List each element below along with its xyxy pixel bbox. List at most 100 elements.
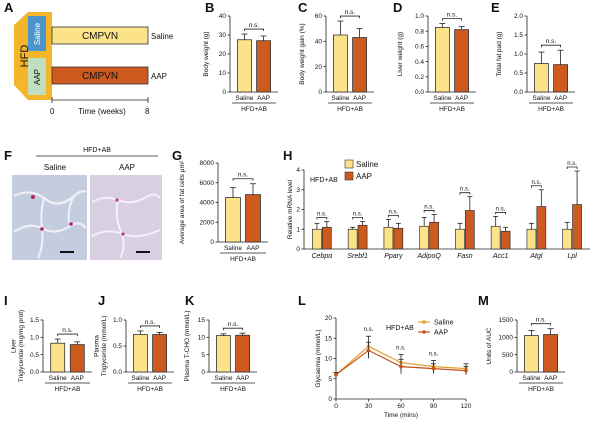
panel-letter-g: G <box>172 148 182 163</box>
bar-saline <box>524 335 539 373</box>
schematic-axis-start: 0 <box>50 107 55 116</box>
chart-panel-i: 0.0 0.5 1.0 1.5 LiverTriglyceride (mg/mg pro… <box>11 310 92 393</box>
panel-letter-i: I <box>4 293 8 308</box>
x-tick-label: Saline <box>224 245 242 252</box>
y-tick-label: 0.5 <box>514 70 523 77</box>
y-tick-label: 1500 <box>499 317 514 324</box>
significance-bracket <box>232 178 254 181</box>
legend-swatch-aap <box>344 171 354 181</box>
group-label: HFD+AB <box>439 106 465 113</box>
significance-bracket <box>566 166 578 169</box>
bar-aap <box>256 40 272 93</box>
inner-label: HFD+AB <box>386 325 414 332</box>
schematic-axis-title: Time (weeks) <box>78 107 126 116</box>
inner-label: HFD+AB <box>310 177 338 184</box>
y-tick-label: 2.0 <box>514 13 523 20</box>
y-tick-label: 0 <box>318 89 322 96</box>
stained-nuclei-aap <box>115 198 125 236</box>
y-tick-label: 0.2 <box>415 74 424 81</box>
bar-saline <box>490 225 501 250</box>
bar-aap <box>235 334 251 373</box>
x-tick-label: Saline <box>433 95 451 102</box>
aap-group-box <box>28 58 46 95</box>
bar-aap <box>152 334 168 373</box>
x-tick-label: AAP <box>153 375 166 382</box>
x-tick-label: 30 <box>365 403 373 410</box>
significance-label: n.s. <box>536 317 547 324</box>
y-axis-label: Relative mRNA level <box>287 179 294 239</box>
y-axis-label: Liver weight (g) <box>397 32 404 76</box>
bar-saline <box>332 34 348 93</box>
bar-saline <box>383 226 394 250</box>
histology-saline-label: Saline <box>44 163 67 172</box>
panel-letter-l: L <box>298 293 306 308</box>
significance-label: n.s. <box>228 321 239 328</box>
bar-aap <box>553 64 568 93</box>
y-tick-label: 0.0 <box>30 369 39 376</box>
x-tick-label: AAP <box>236 375 249 382</box>
y-axis-label: Units of AUC <box>486 327 493 365</box>
x-tick-label: Saline <box>214 375 232 382</box>
group-label: HFD+AB <box>528 386 554 393</box>
panel-letter-a: A <box>4 0 14 15</box>
y-tick-label: 0 <box>201 369 205 376</box>
bar-saline <box>347 228 358 250</box>
y-axis-label-line: Average area of fat cells μm² <box>179 160 186 244</box>
bar-saline <box>455 228 465 250</box>
y-tick-label: 0.4 <box>415 59 424 66</box>
schematic-right-label-aap: AAP <box>151 72 167 81</box>
x-tick-label: Saline <box>49 375 67 382</box>
y-tick-label: 0.8 <box>415 28 424 35</box>
significance-bracket <box>340 15 360 19</box>
group-label: HFD+AB <box>55 386 81 393</box>
significance-bracket <box>442 18 462 21</box>
y-axis-label: LiverTriglyceride (mg/mg prot) <box>11 310 26 382</box>
panel-letters: A B C D E F G H I J K L M <box>4 0 500 308</box>
x-tick-label: Saline <box>532 95 550 102</box>
x-tick-label: Srebf1 <box>347 253 368 260</box>
x-tick-label: AAP <box>544 375 557 382</box>
cmpvn-bar-aap <box>51 66 149 85</box>
bar-aap <box>454 29 470 93</box>
significance-label: n.s. <box>429 352 439 358</box>
bar-aap <box>357 224 368 250</box>
x-tick-label: Saline <box>331 95 349 102</box>
panel-letter-h: H <box>283 148 292 163</box>
data-point-aap <box>334 372 338 377</box>
significance-label: n.s. <box>364 327 374 333</box>
significance-bracket <box>388 214 399 218</box>
y-tick-label: 1.0 <box>514 51 523 58</box>
x-tick-label: 120 <box>461 403 472 410</box>
bar-saline <box>534 63 549 93</box>
significance-bracket <box>316 216 328 220</box>
significance-label: n.s. <box>238 172 249 179</box>
x-tick-label: 90 <box>430 403 438 410</box>
y-tick-label: 0.0 <box>514 89 523 96</box>
x-tick-label: AAP <box>353 95 366 102</box>
y-tick-label: 2 <box>296 207 300 214</box>
y-axis-label: Total fat pad (g) <box>496 31 503 76</box>
schematic-axis-end: 8 <box>145 107 150 116</box>
cmpvn-bar-saline <box>51 26 149 45</box>
y-axis-label-line: Plasma <box>94 335 101 357</box>
panel-letter-m: M <box>478 293 489 308</box>
bar-aap <box>543 334 558 373</box>
y-axis-label: Average area of fat cells μm² <box>179 160 186 244</box>
significance-label: n.s. <box>447 12 458 19</box>
y-axis-label-line: Triglyceride (mg/mg prot) <box>18 310 25 382</box>
significance-label: n.s. <box>389 209 399 215</box>
x-tick-label: AAP <box>71 375 84 382</box>
x-tick-label: Acc1 <box>492 253 509 260</box>
bar-saline <box>526 228 537 250</box>
panel-letter-b: B <box>205 0 214 15</box>
group-label: HFD+AB <box>337 106 363 113</box>
y-axis-label-line: Body weight (g) <box>203 31 210 76</box>
significance-bracket <box>223 327 243 331</box>
x-tick-label: AAP <box>554 95 567 102</box>
significance-bracket <box>244 28 264 32</box>
y-axis-label: Body weight gain (%) <box>299 23 306 84</box>
bar-saline <box>419 225 430 250</box>
significance-bracket <box>495 212 506 215</box>
y-tick-label: 20 <box>325 315 333 322</box>
